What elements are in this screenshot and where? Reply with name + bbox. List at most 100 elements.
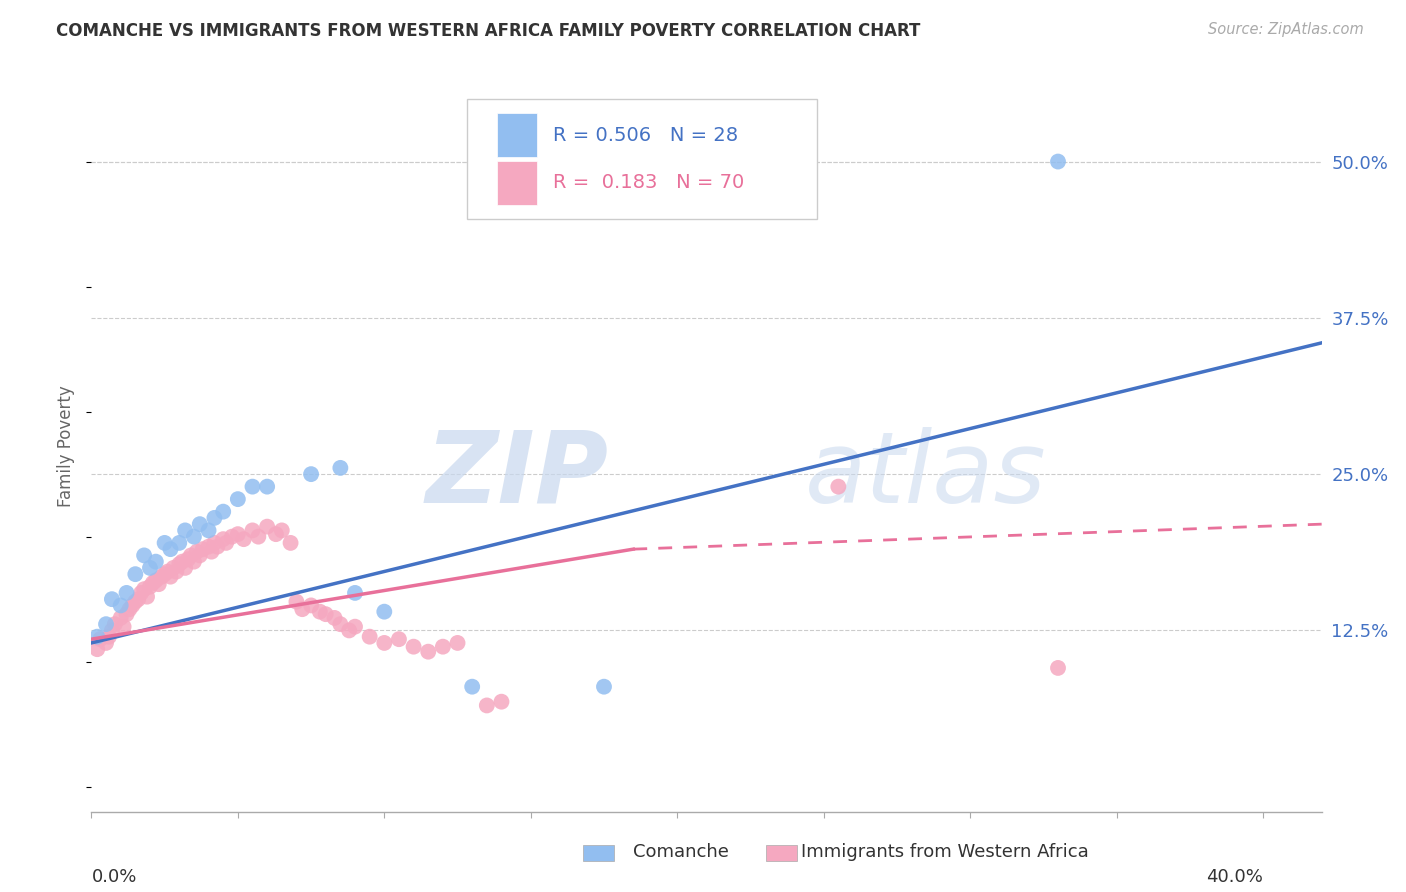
Point bbox=[264, 527, 287, 541]
Point bbox=[153, 567, 176, 582]
Point bbox=[159, 569, 181, 583]
Point bbox=[247, 530, 270, 544]
Point bbox=[165, 565, 187, 579]
Point bbox=[169, 557, 191, 571]
FancyBboxPatch shape bbox=[498, 113, 537, 157]
Point bbox=[402, 640, 425, 654]
Point bbox=[197, 540, 219, 554]
Point bbox=[94, 617, 117, 632]
Point bbox=[186, 544, 208, 558]
Point bbox=[188, 549, 211, 563]
Point bbox=[256, 480, 278, 494]
Point bbox=[221, 530, 243, 544]
Point bbox=[148, 577, 170, 591]
Point bbox=[285, 595, 308, 609]
Point bbox=[418, 645, 440, 659]
Text: Source: ZipAtlas.com: Source: ZipAtlas.com bbox=[1208, 22, 1364, 37]
Point bbox=[118, 602, 141, 616]
Point bbox=[172, 555, 194, 569]
Point bbox=[299, 467, 322, 482]
Point bbox=[139, 580, 162, 594]
Point bbox=[827, 480, 849, 494]
Point bbox=[461, 680, 484, 694]
Point bbox=[115, 586, 138, 600]
Point bbox=[200, 544, 222, 558]
Point bbox=[136, 590, 159, 604]
Text: Comanche: Comanche bbox=[633, 843, 728, 861]
Point bbox=[299, 599, 322, 613]
Point bbox=[446, 636, 468, 650]
Point bbox=[183, 555, 205, 569]
Point bbox=[188, 517, 211, 532]
Point bbox=[142, 575, 165, 590]
Text: R = 0.506   N = 28: R = 0.506 N = 28 bbox=[553, 126, 738, 145]
Point bbox=[101, 624, 124, 638]
Point bbox=[373, 636, 395, 650]
Point bbox=[153, 536, 176, 550]
Point bbox=[242, 480, 264, 494]
Point bbox=[127, 592, 149, 607]
Point bbox=[491, 695, 513, 709]
Point bbox=[256, 519, 278, 533]
Point bbox=[359, 630, 381, 644]
Point bbox=[86, 630, 108, 644]
Point bbox=[197, 524, 219, 538]
Point bbox=[112, 620, 135, 634]
Point bbox=[110, 611, 132, 625]
Point bbox=[1046, 661, 1069, 675]
Point bbox=[191, 542, 214, 557]
Point bbox=[183, 530, 205, 544]
FancyBboxPatch shape bbox=[498, 161, 537, 204]
Point bbox=[98, 630, 120, 644]
Point bbox=[280, 536, 302, 550]
Point bbox=[291, 602, 314, 616]
Point bbox=[169, 536, 191, 550]
Point bbox=[202, 536, 225, 550]
Point bbox=[177, 552, 200, 566]
Point bbox=[180, 549, 202, 563]
Point bbox=[124, 567, 146, 582]
Point bbox=[174, 524, 197, 538]
Point bbox=[124, 595, 146, 609]
Point bbox=[202, 511, 225, 525]
Point bbox=[89, 632, 111, 647]
Point bbox=[129, 586, 152, 600]
Point bbox=[475, 698, 498, 713]
Point bbox=[215, 536, 238, 550]
FancyBboxPatch shape bbox=[467, 99, 817, 219]
Point bbox=[337, 624, 360, 638]
Point bbox=[121, 599, 143, 613]
Point bbox=[593, 680, 616, 694]
Text: COMANCHE VS IMMIGRANTS FROM WESTERN AFRICA FAMILY POVERTY CORRELATION CHART: COMANCHE VS IMMIGRANTS FROM WESTERN AFRI… bbox=[56, 22, 921, 40]
Text: R =  0.183   N = 70: R = 0.183 N = 70 bbox=[553, 173, 744, 192]
Point bbox=[343, 620, 366, 634]
Point bbox=[323, 611, 346, 625]
Point bbox=[162, 561, 184, 575]
Point bbox=[139, 561, 162, 575]
Point bbox=[110, 599, 132, 613]
Point bbox=[226, 492, 249, 507]
Text: ZIP: ZIP bbox=[425, 426, 607, 524]
Point bbox=[432, 640, 454, 654]
Point bbox=[212, 505, 235, 519]
Point bbox=[315, 607, 337, 622]
Point bbox=[270, 524, 292, 538]
Text: Immigrants from Western Africa: Immigrants from Western Africa bbox=[801, 843, 1090, 861]
Point bbox=[115, 607, 138, 622]
Point bbox=[242, 524, 264, 538]
Point bbox=[388, 632, 411, 647]
Point bbox=[132, 582, 155, 596]
Text: 0.0%: 0.0% bbox=[91, 868, 136, 886]
Point bbox=[104, 617, 127, 632]
Point bbox=[159, 542, 181, 557]
Text: 40.0%: 40.0% bbox=[1206, 868, 1263, 886]
Point bbox=[86, 642, 108, 657]
Point bbox=[329, 461, 352, 475]
Point bbox=[156, 565, 179, 579]
Point bbox=[150, 569, 173, 583]
Point bbox=[373, 605, 395, 619]
Point bbox=[308, 605, 332, 619]
Point bbox=[145, 555, 167, 569]
Point bbox=[101, 592, 124, 607]
Point bbox=[212, 532, 235, 546]
